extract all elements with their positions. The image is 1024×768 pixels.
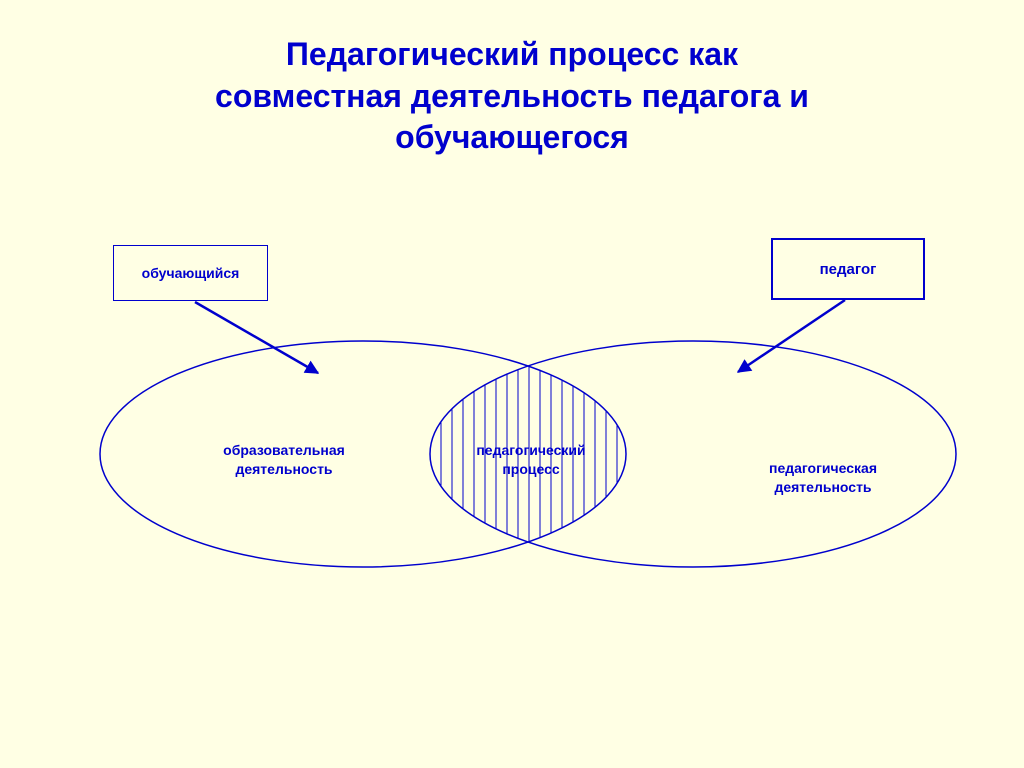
title-line-2: совместная деятельность педагога и bbox=[0, 76, 1024, 118]
label-left-line2: деятельность bbox=[199, 460, 369, 479]
box-teacher-label: педагог bbox=[820, 261, 877, 278]
box-student-label: обучающийся bbox=[142, 265, 240, 281]
label-left-line1: образовательная bbox=[199, 441, 369, 460]
label-pedagogical-process: педагогический процесс bbox=[446, 441, 616, 479]
arrow-student bbox=[195, 302, 318, 373]
arrow-teacher bbox=[738, 300, 845, 372]
label-right-line2: деятельность bbox=[738, 478, 908, 497]
label-pedagogical-activity: педагогическая деятельность bbox=[738, 459, 908, 497]
title-line-3: обучающегося bbox=[0, 117, 1024, 159]
label-center-line1: педагогический bbox=[446, 441, 616, 460]
box-student: обучающийся bbox=[113, 245, 268, 301]
diagram-title: Педагогический процесс как совместная де… bbox=[0, 34, 1024, 159]
box-teacher: педагог bbox=[771, 238, 925, 300]
label-educational-activity: образовательная деятельность bbox=[199, 441, 369, 479]
label-right-line1: педагогическая bbox=[738, 459, 908, 478]
label-center-line2: процесс bbox=[446, 460, 616, 479]
title-line-1: Педагогический процесс как bbox=[0, 34, 1024, 76]
